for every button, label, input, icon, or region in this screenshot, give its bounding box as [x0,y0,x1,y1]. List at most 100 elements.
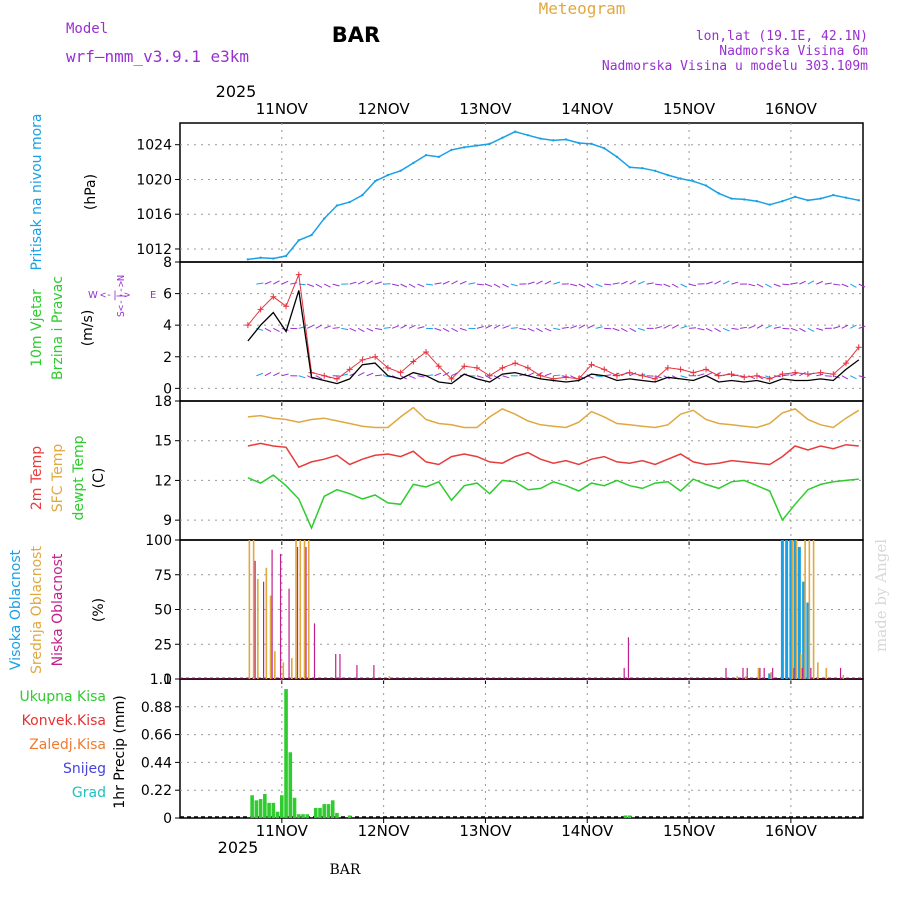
wind-arrow [366,280,374,285]
cloud-mid-bar [257,578,259,679]
wind-gust-marker [715,372,722,379]
wind-axis-title: 10m Vjetar [29,289,45,367]
credit-watermark: made by Angel [872,539,890,652]
wind-arrow [349,327,357,332]
wind-arrow [273,280,280,285]
wind-arrow [315,324,323,329]
temp-unit-label: (C) [91,468,107,489]
precip-frozen-bar [627,815,632,818]
cloud-mid-bar [274,651,276,679]
cloud-low-bar [725,667,727,679]
x-tick-label-top: 15NOV [663,100,716,118]
cloud-low-bar [801,667,803,679]
wind-arrow [442,280,450,285]
wind-gust-marker [512,360,519,367]
wind-arrow [620,327,628,333]
pressure-point [730,197,733,200]
precip-frozen-bar [623,815,628,818]
wind-arrow [357,327,365,333]
wind-arrow [298,375,306,379]
pressure-point [335,204,339,207]
cloud-mid-bar [248,540,251,679]
x-tick-label-bottom: 11NOV [256,822,309,840]
pressure-point [577,141,580,145]
wind-arrow [324,325,331,329]
wind-arrow [553,327,561,330]
precip-total-bar [250,795,254,818]
y-tick-label: 8 [163,255,172,271]
y-tick-label: 2 [163,350,172,366]
pressure-point [539,137,542,140]
cloud-high-bar [789,540,793,679]
wind-arrow [459,280,467,285]
wind-arrow [638,327,646,331]
pressure-point [272,257,275,260]
wind-arrow [705,327,713,332]
cloud-high-bar [780,540,784,679]
cloud-low-bar [839,667,842,679]
pressure-point [501,136,504,139]
wind-arrow [765,283,772,288]
wind-arrow [612,327,620,332]
wind-arrow [595,283,603,288]
wind-gust-marker [664,364,671,371]
pressure-point [653,169,657,172]
cloud-high-bar [806,602,810,679]
y-tick-label: 50 [154,603,172,619]
precip-total-bar [288,752,293,818]
pressure-point [755,199,759,203]
wind-gust-marker [384,364,391,371]
cloud-low-bar [356,665,358,679]
wind-arrow [671,283,679,288]
pressure-point [424,153,428,157]
wind-gust-marker [639,372,646,379]
wind-arrow [485,283,493,288]
cloud-unit-label: (%) [91,598,107,622]
cloud-low-bar [627,637,630,679]
cloud-low-bar [763,667,765,679]
wind-gust-marker [817,369,824,376]
cloud-mid-bar [282,662,285,679]
pressure-point [284,254,288,258]
wind-arrow [595,375,603,378]
pressure-point [628,166,631,169]
pressure-point [743,198,746,201]
wind-arrow [782,374,790,377]
wind-arrow [714,327,721,333]
cloud-mid-bar [299,540,302,679]
wind-arrow [850,283,857,288]
wind-gust-marker [779,371,786,378]
wind-arrow [756,324,764,329]
cloud-mid-bar [795,540,798,679]
cloud-mid-bar [388,676,391,679]
wind-gust-marker [333,375,340,382]
wind-gust-marker [346,366,353,373]
cloud-mid-bar [804,540,806,679]
wind-arrow [824,375,832,377]
y-tick-label: 0.22 [141,783,172,799]
cloud-mid-bar [791,540,794,679]
wind-arrow [858,325,866,329]
cloud-low-bar [759,667,761,679]
wind-arrow [307,375,314,380]
wind-gust-marker [677,366,684,373]
y-tick-label: 100 [145,533,172,549]
pressure-point [475,144,479,147]
wind-arrow [799,371,806,377]
wind-arrow [536,280,543,285]
wind-arrow [375,327,383,331]
wind-gust-marker [652,375,659,382]
wind-arrow [705,281,713,285]
pressure-point [348,200,351,204]
cloud-high-bar [768,673,772,679]
wind-arrow [256,282,264,285]
cloud-low-bar [254,560,256,679]
wind-gust-marker [473,364,480,371]
wind-axis-subtitle: Brzina i Pravac [50,276,66,380]
wind-arrow [273,327,280,333]
x-tick-label-bottom: 15NOV [663,822,716,840]
wind-arrow [374,281,382,285]
cloud-mid-bar [269,595,272,679]
wind-arrow [680,325,688,329]
